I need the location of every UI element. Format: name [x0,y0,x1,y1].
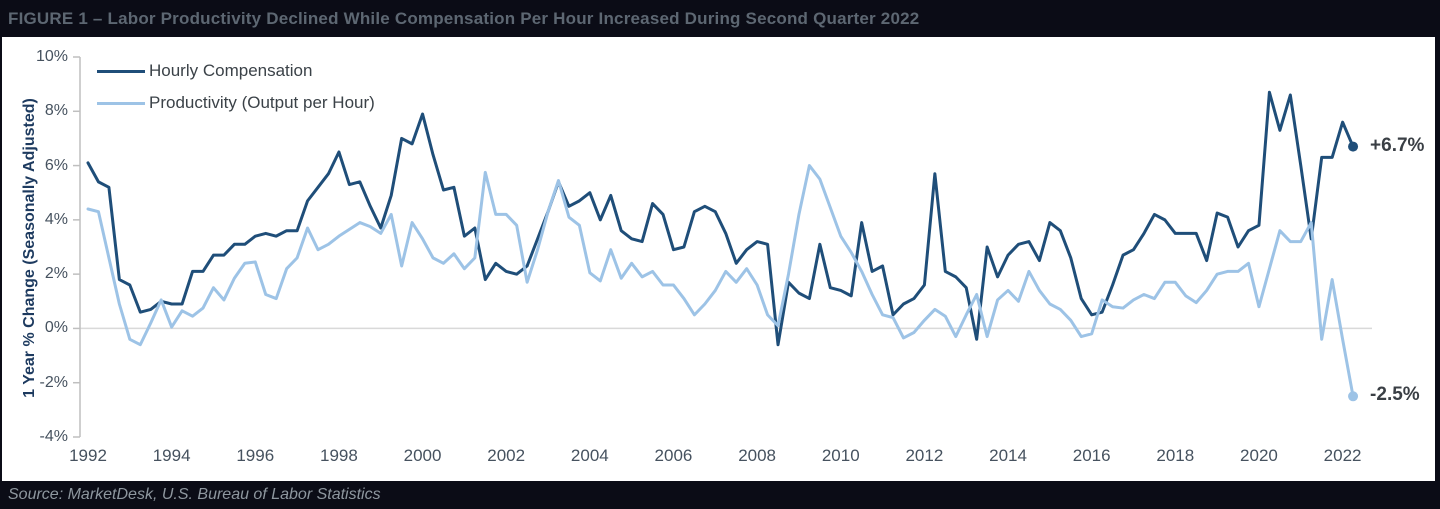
x-tick-label: 2010 [821,446,860,465]
y-tick-label: -2% [39,373,68,391]
x-tick-label: 2014 [989,446,1027,465]
x-tick-label: 2006 [654,446,693,465]
figure-title: FIGURE 1 – Labor Productivity Declined W… [8,8,920,28]
x-tick-label: 1994 [152,446,191,465]
x-tick-label: 2018 [1156,446,1195,465]
frame-border-left [0,0,2,509]
x-tick-label: 2016 [1072,446,1111,465]
y-tick-label: 4% [44,210,68,228]
hourly-compensation-end-dot [1348,141,1359,152]
y-tick-label: 2% [44,265,68,283]
hourly-compensation-swatch [97,69,145,73]
x-tick-label: 2002 [487,446,526,465]
legend-item-productivity: Productivity (Output per Hour) [97,87,375,119]
y-tick-label: 0% [44,319,68,337]
productivity-end-label: -2.5% [1370,384,1420,406]
legend-label-productivity: Productivity (Output per Hour) [149,93,375,112]
legend-label-hourly-compensation: Hourly Compensation [149,61,313,80]
source-text: Source: MarketDesk, U.S. Bureau of Labor… [8,486,381,503]
x-tick-label: 1996 [236,446,275,465]
x-tick-label: 2008 [738,446,777,465]
source-bar: Source: MarketDesk, U.S. Bureau of Labor… [0,481,1440,509]
figure-title-bar: FIGURE 1 – Labor Productivity Declined W… [0,0,1440,37]
frame-border-right [1435,0,1440,509]
x-tick-label: 2004 [570,446,609,465]
x-tick-label: 2022 [1323,446,1362,465]
productivity-end-dot [1348,391,1359,402]
chart-legend: Hourly Compensation Productivity (Output… [97,55,375,119]
x-tick-label: 2012 [905,446,944,465]
y-tick-label: -4% [39,428,68,445]
productivity-swatch [97,101,145,105]
hourly-compensation-line [86,90,1355,347]
x-tick-label: 2020 [1240,446,1278,465]
x-tick-label: 1998 [319,446,358,465]
y-tick-label: 10% [35,48,68,65]
legend-item-hourly-compensation: Hourly Compensation [97,55,375,87]
y-tick-label: 6% [44,156,68,174]
x-tick-label: 1992 [69,446,107,465]
y-tick-label: 8% [44,102,68,120]
hourly-compensation-end-label: +6.7% [1370,134,1425,156]
productivity-line [86,164,1355,398]
x-tick-label: 2000 [403,446,442,465]
